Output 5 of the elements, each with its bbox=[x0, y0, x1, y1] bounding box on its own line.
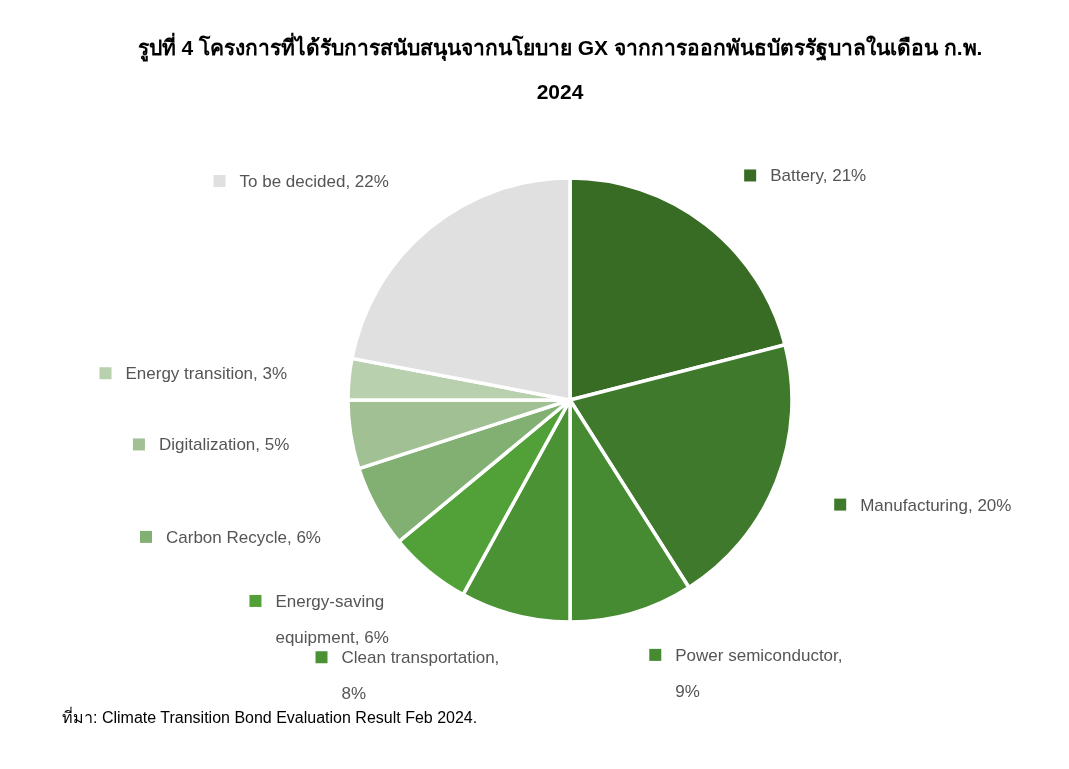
legend-label: Energy-saving equipment, 6% bbox=[275, 591, 389, 647]
legend-label: Digitalization, 5% bbox=[158, 435, 290, 455]
text: ที่มา: Climate Transition Bond Evaluation Result Feb 2024. bbox=[62, 706, 478, 728]
legend-label: Battery, 21% bbox=[770, 166, 867, 186]
chart-title: รูปที่ 4 โครงการที่ได้รับการสนับสนุนจากนโยบาย GX จากการออกพันธบัตรรัฐบาลในเดือน ก.พ. 2024 bbox=[136, 31, 984, 105]
